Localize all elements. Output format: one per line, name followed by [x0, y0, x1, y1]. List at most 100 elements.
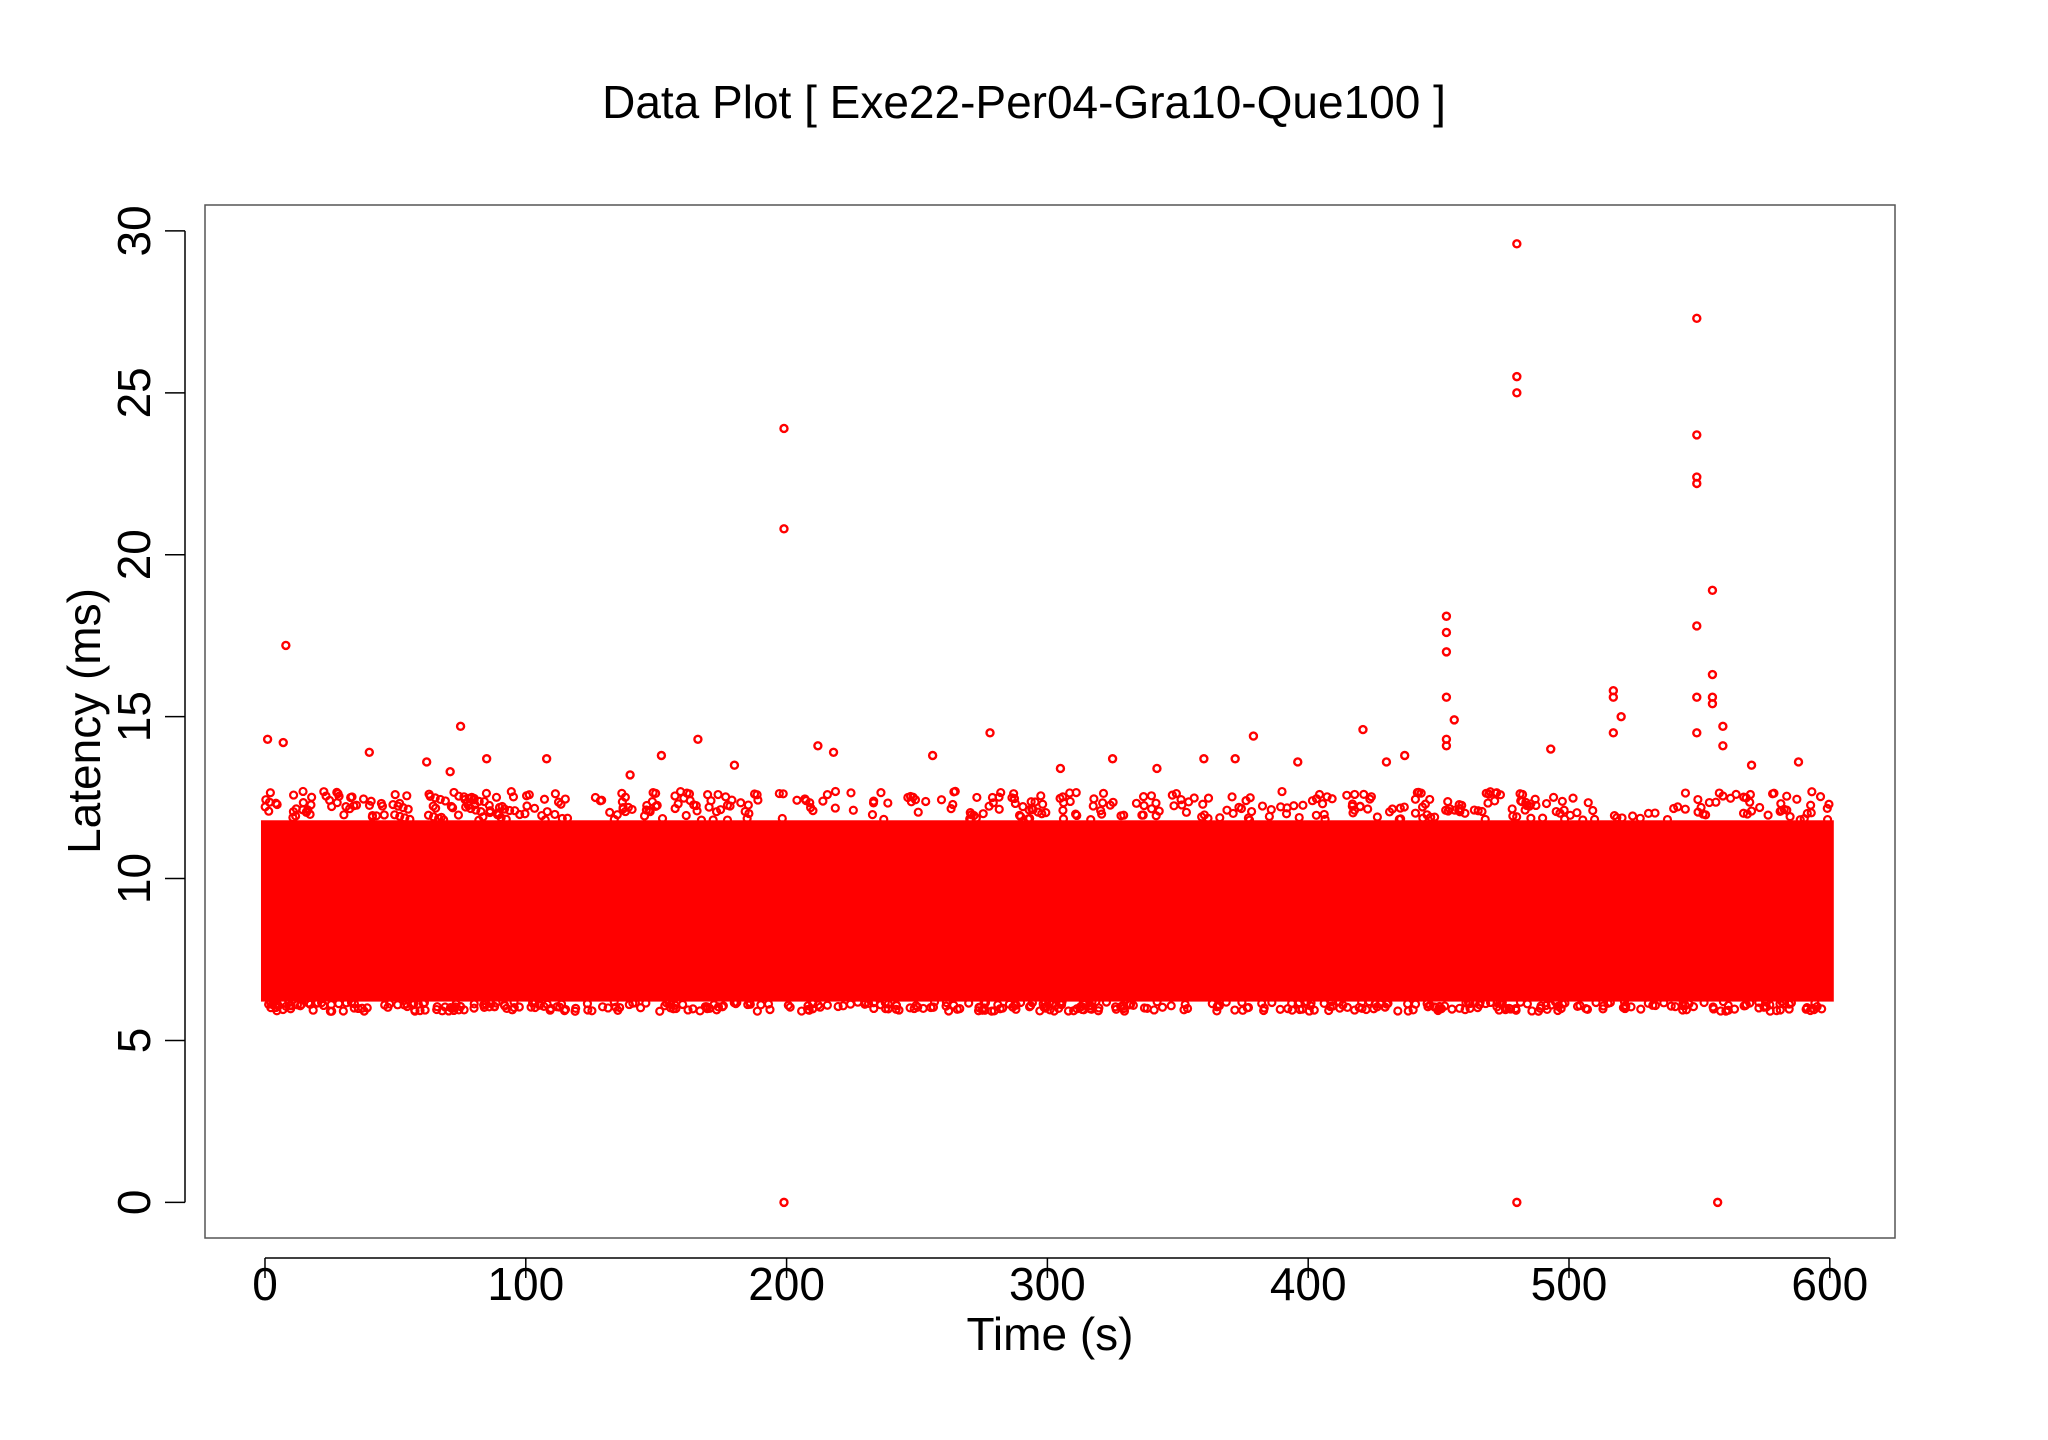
band-edge-marker — [1072, 810, 1082, 821]
band-edge-marker — [1485, 997, 1496, 1008]
band-edge-marker — [1425, 1000, 1435, 1010]
band-edge-marker — [1212, 1006, 1222, 1016]
data-point — [1512, 239, 1522, 249]
band-edge-marker — [1071, 788, 1081, 798]
band-edge-marker — [298, 798, 308, 808]
band-edge-marker — [657, 813, 668, 824]
data-point — [779, 423, 789, 434]
band-edge-marker — [1087, 997, 1097, 1007]
band-edge-marker — [1238, 1005, 1248, 1015]
band-edge-marker — [1399, 802, 1409, 812]
band-edge-marker — [494, 802, 505, 813]
band-edge-marker — [359, 1006, 369, 1016]
band-edge-marker — [1116, 1002, 1126, 1012]
band-edge-marker — [261, 795, 271, 805]
data-point — [779, 1197, 789, 1208]
band-edge-marker — [1282, 803, 1292, 813]
band-edge-marker — [1492, 788, 1502, 798]
band-edge-marker — [804, 1005, 814, 1015]
band-edge-marker — [617, 788, 627, 798]
data-point — [1441, 647, 1452, 657]
band-edge-marker — [1806, 800, 1816, 810]
band-edge-marker — [1295, 1004, 1305, 1015]
band-edge-marker — [367, 810, 378, 821]
band-edge-marker — [1125, 1000, 1136, 1010]
band-edge-marker — [691, 800, 701, 811]
band-edge-marker — [1628, 811, 1638, 821]
band-edge-marker — [1824, 799, 1834, 809]
band-edge-marker — [428, 812, 439, 822]
y-tick-label: 10 — [108, 853, 160, 904]
band-edge-marker — [1795, 815, 1805, 825]
band-edge-marker — [1393, 1006, 1403, 1016]
data-point — [1746, 760, 1757, 770]
band-edge-marker — [848, 805, 858, 815]
band-edge-marker — [520, 809, 530, 819]
band-edge-marker — [715, 805, 726, 815]
band-edge-marker — [1541, 798, 1552, 809]
band-edge-marker — [681, 810, 691, 821]
data-point — [1512, 388, 1522, 398]
band-edge-marker — [326, 1000, 336, 1010]
band-edge-marker — [390, 790, 400, 800]
band-edge-marker — [1157, 1002, 1168, 1012]
band-edge-marker — [1709, 1004, 1719, 1014]
band-edge-marker — [783, 1000, 793, 1010]
band-edge-marker — [1678, 997, 1688, 1007]
band-edge-marker — [883, 798, 893, 808]
band-edge-marker — [678, 999, 688, 1010]
data-point — [1546, 744, 1556, 754]
band-edge-marker — [1680, 788, 1691, 798]
band-edge-marker — [1096, 805, 1106, 816]
band-edge-marker — [339, 810, 349, 820]
band-edge-marker — [1670, 1002, 1680, 1012]
band-edge-marker — [822, 1000, 832, 1010]
band-edge-marker — [410, 1005, 420, 1015]
band-edge-marker — [1348, 808, 1358, 818]
band-edge-marker — [612, 810, 622, 820]
band-edge-marker — [597, 1002, 608, 1012]
band-edge-marker — [1037, 809, 1047, 819]
band-edge-marker — [281, 1001, 291, 1012]
data-point — [1293, 757, 1303, 767]
band-edge-marker — [1553, 1005, 1563, 1016]
data-point — [1055, 763, 1066, 774]
band-edge-marker — [647, 797, 657, 807]
band-edge-marker — [451, 999, 461, 1009]
band-edge-marker — [1812, 1001, 1822, 1012]
data-point — [1718, 721, 1728, 732]
band-edge-marker — [1784, 1004, 1794, 1014]
band-edge-marker — [474, 796, 484, 806]
band-edge-marker — [611, 1002, 621, 1012]
band-edge-marker — [529, 803, 540, 813]
data-point — [1399, 750, 1410, 761]
band-edge-marker — [334, 999, 344, 1009]
data-point — [656, 750, 667, 761]
band-edge-marker — [590, 792, 601, 803]
band-edge-marker — [1355, 801, 1365, 811]
data-point — [927, 750, 938, 761]
band-edge-marker — [774, 788, 784, 799]
band-edge-marker — [863, 998, 874, 1009]
band-edge-marker — [1425, 794, 1435, 805]
band-edge-marker — [1699, 997, 1709, 1008]
band-edge-marker — [471, 805, 481, 815]
band-edge-marker — [1463, 998, 1474, 1008]
band-edge-marker — [346, 792, 356, 803]
band-edge-marker — [763, 999, 774, 1009]
band-edge-marker — [1264, 811, 1274, 822]
band-edge-marker — [1179, 1005, 1189, 1015]
data-point — [455, 721, 466, 732]
band-edge-marker — [624, 999, 634, 1010]
band-edge-marker — [845, 999, 856, 1009]
band-edge-marker — [419, 997, 429, 1008]
band-edge-marker — [1283, 1003, 1293, 1014]
data-point — [985, 728, 995, 738]
band-edge-marker — [1241, 796, 1251, 806]
data-point — [1692, 313, 1702, 324]
band-edge-marker — [988, 798, 998, 808]
band-edge-marker — [777, 813, 787, 824]
band-edge-marker — [1088, 801, 1098, 811]
data-points — [262, 239, 1804, 1208]
band-edge-marker — [1557, 796, 1567, 806]
